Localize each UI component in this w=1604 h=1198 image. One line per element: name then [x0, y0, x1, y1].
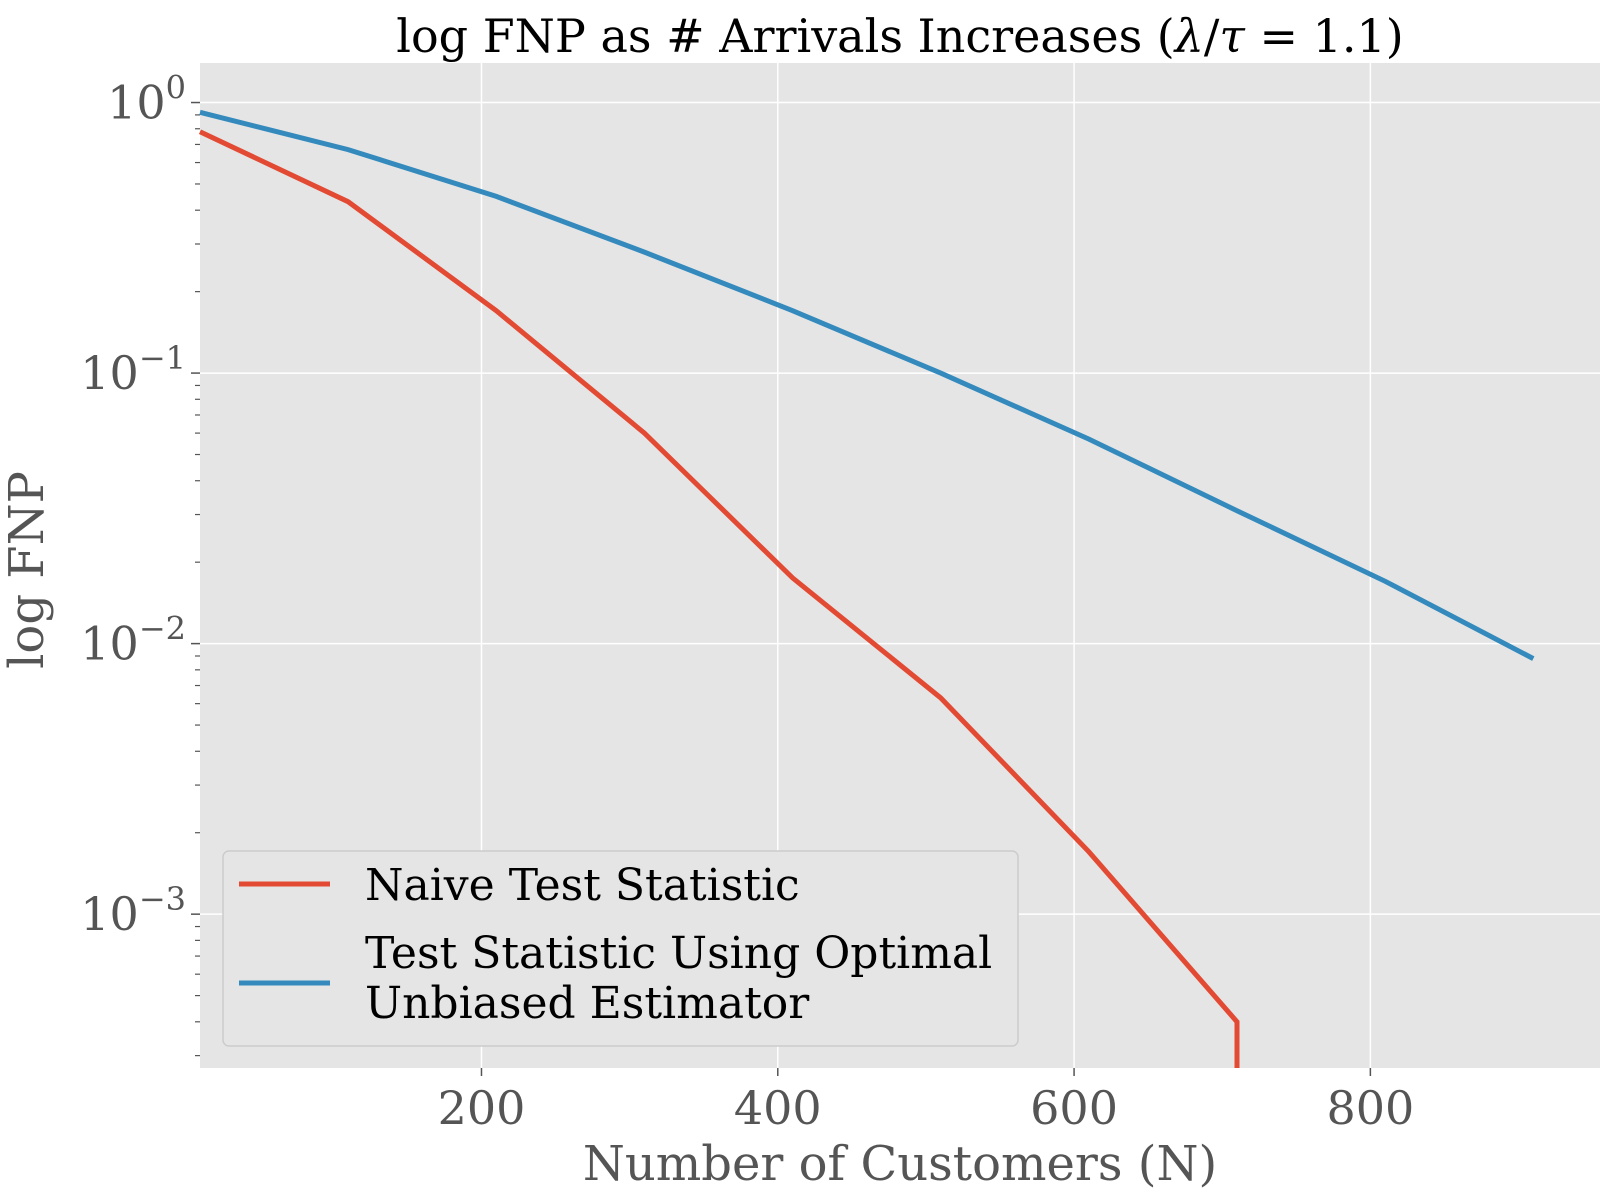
x-tick-label: 600 [1030, 1081, 1118, 1135]
legend-label-optimal-line1: Test Statistic Using Optimal [365, 928, 992, 979]
y-tick-base: 10 [107, 76, 166, 130]
chart-title-suffix: = 1.1) [1245, 9, 1404, 63]
chart-title-tau: τ [1219, 9, 1246, 63]
y-tick-label: 10−2 [80, 610, 186, 671]
y-tick-base: 10 [80, 617, 139, 671]
x-tick-label: 800 [1326, 1081, 1414, 1135]
y-tick-exponent: −3 [139, 880, 186, 918]
legend-label-optimal-line2: Unbiased Estimator [365, 978, 810, 1029]
series-line-optimal [199, 109, 1535, 661]
y-tick-label: 100 [107, 69, 186, 130]
series-line-naive [198, 129, 1240, 1068]
x-tick-labels: 200 400 600 800 [438, 1068, 1414, 1135]
chart-title-slash: / [1204, 9, 1220, 63]
chart-title-prefix: log FNP as # Arrivals Increases ( [396, 9, 1175, 63]
legend: Naive Test Statistic Test Statistic Usin… [222, 850, 1019, 1047]
x-tick-label: 400 [734, 1081, 822, 1135]
x-tick-label: 200 [438, 1081, 526, 1135]
y-tick-label: 10−3 [80, 880, 186, 941]
y-axis-label: log FNP [0, 471, 55, 669]
y-tick-label: 10−1 [80, 339, 186, 400]
legend-label-naive: Naive Test Statistic [365, 860, 800, 911]
y-minor-ticks [195, 114, 200, 1057]
series-lines [198, 109, 1535, 1068]
x-axis-label: Number of Customers (N) [583, 1136, 1217, 1192]
y-tick-base: 10 [80, 887, 139, 941]
y-tick-exponent: −1 [139, 339, 186, 377]
y-tick-exponent: 0 [166, 69, 186, 107]
y-tick-base: 10 [80, 346, 139, 400]
legend-box [222, 850, 1019, 1047]
y-tick-exponent: −2 [139, 610, 186, 648]
chart-title-lambda: λ [1173, 9, 1204, 63]
chart-title: log FNP as # Arrivals Increases (λ/τ = 1… [396, 9, 1404, 63]
